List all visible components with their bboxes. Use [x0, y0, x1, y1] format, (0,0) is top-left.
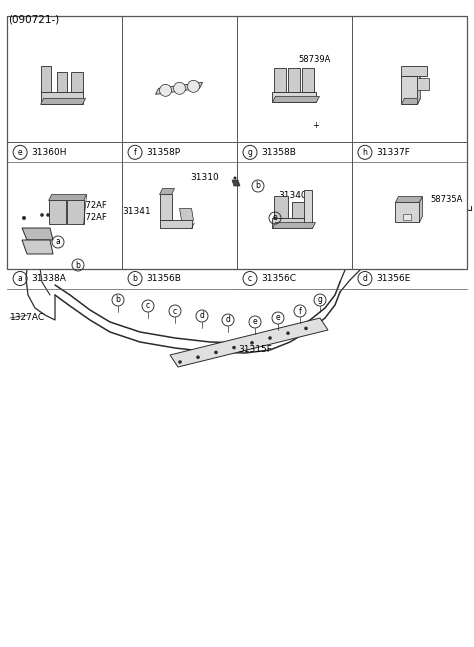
- Circle shape: [173, 82, 185, 94]
- Polygon shape: [292, 203, 307, 219]
- Polygon shape: [401, 76, 418, 104]
- Text: 1327AC: 1327AC: [10, 314, 45, 322]
- Text: 31358B: 31358B: [261, 148, 296, 157]
- Circle shape: [268, 336, 272, 340]
- Text: 31360H: 31360H: [31, 148, 67, 157]
- Polygon shape: [41, 67, 51, 93]
- Polygon shape: [191, 223, 194, 228]
- Polygon shape: [273, 93, 317, 102]
- FancyBboxPatch shape: [7, 16, 467, 269]
- Circle shape: [188, 80, 200, 93]
- Polygon shape: [83, 195, 87, 225]
- Polygon shape: [48, 201, 65, 225]
- Circle shape: [196, 355, 200, 359]
- Polygon shape: [273, 96, 319, 102]
- Text: a: a: [55, 237, 60, 247]
- Polygon shape: [155, 82, 202, 94]
- Text: 31356E: 31356E: [376, 274, 410, 283]
- Text: b: b: [75, 261, 81, 270]
- Polygon shape: [418, 76, 420, 104]
- Polygon shape: [274, 197, 289, 219]
- Text: d: d: [363, 274, 367, 283]
- Text: 31341: 31341: [122, 208, 151, 217]
- Text: b: b: [255, 182, 260, 190]
- Polygon shape: [401, 67, 428, 76]
- Circle shape: [304, 327, 308, 330]
- Text: 31338A: 31338A: [31, 274, 66, 283]
- Text: 31310: 31310: [190, 173, 219, 182]
- Polygon shape: [160, 221, 191, 228]
- Polygon shape: [41, 93, 82, 104]
- Polygon shape: [273, 223, 316, 228]
- Circle shape: [214, 351, 218, 354]
- Polygon shape: [273, 219, 309, 228]
- Circle shape: [232, 345, 236, 349]
- Polygon shape: [66, 201, 83, 225]
- Polygon shape: [304, 190, 312, 228]
- Polygon shape: [160, 195, 172, 221]
- Text: 31356C: 31356C: [261, 274, 296, 283]
- Text: +: +: [312, 120, 319, 129]
- Polygon shape: [71, 72, 82, 93]
- Text: 1472AF: 1472AF: [75, 214, 107, 223]
- Text: h: h: [363, 148, 367, 157]
- Text: f: f: [134, 148, 137, 157]
- Polygon shape: [418, 78, 429, 91]
- Text: b: b: [116, 296, 120, 305]
- Polygon shape: [395, 197, 422, 203]
- Circle shape: [22, 216, 26, 220]
- Text: f: f: [299, 307, 301, 316]
- Circle shape: [46, 214, 50, 217]
- Text: 31337F: 31337F: [376, 148, 410, 157]
- Text: 31315F: 31315F: [238, 345, 272, 355]
- Text: e: e: [253, 318, 257, 327]
- Polygon shape: [419, 197, 422, 223]
- Text: g: g: [247, 148, 253, 157]
- Polygon shape: [232, 180, 240, 186]
- Polygon shape: [403, 215, 411, 221]
- Text: c: c: [248, 274, 252, 283]
- Text: a: a: [18, 274, 22, 283]
- Text: 31358P: 31358P: [146, 148, 180, 157]
- Text: 31356B: 31356B: [146, 274, 181, 283]
- Circle shape: [160, 84, 172, 96]
- Polygon shape: [180, 208, 193, 221]
- Polygon shape: [170, 318, 328, 367]
- Circle shape: [286, 331, 290, 335]
- Text: e: e: [276, 314, 280, 322]
- Text: g: g: [318, 296, 322, 305]
- Polygon shape: [289, 69, 301, 93]
- Polygon shape: [401, 98, 420, 104]
- Text: 31340: 31340: [278, 192, 307, 201]
- Text: d: d: [226, 316, 230, 325]
- Text: 58735A: 58735A: [430, 195, 462, 204]
- Text: e: e: [273, 214, 277, 223]
- Text: d: d: [200, 311, 204, 320]
- Text: 58739A: 58739A: [298, 55, 330, 64]
- Circle shape: [40, 214, 44, 217]
- Circle shape: [178, 360, 182, 364]
- Polygon shape: [395, 203, 419, 223]
- Polygon shape: [274, 69, 286, 93]
- Polygon shape: [22, 228, 53, 240]
- Text: e: e: [18, 148, 22, 157]
- Polygon shape: [41, 98, 86, 104]
- Circle shape: [250, 341, 254, 345]
- Polygon shape: [302, 69, 314, 93]
- Polygon shape: [22, 240, 53, 254]
- Text: c: c: [173, 307, 177, 316]
- Text: c: c: [146, 302, 150, 311]
- Polygon shape: [160, 188, 174, 195]
- Polygon shape: [56, 72, 66, 93]
- Text: 1472AF: 1472AF: [75, 201, 107, 210]
- Polygon shape: [48, 195, 87, 201]
- Circle shape: [234, 177, 237, 179]
- Text: b: b: [133, 274, 137, 283]
- Text: (090721-): (090721-): [8, 14, 59, 24]
